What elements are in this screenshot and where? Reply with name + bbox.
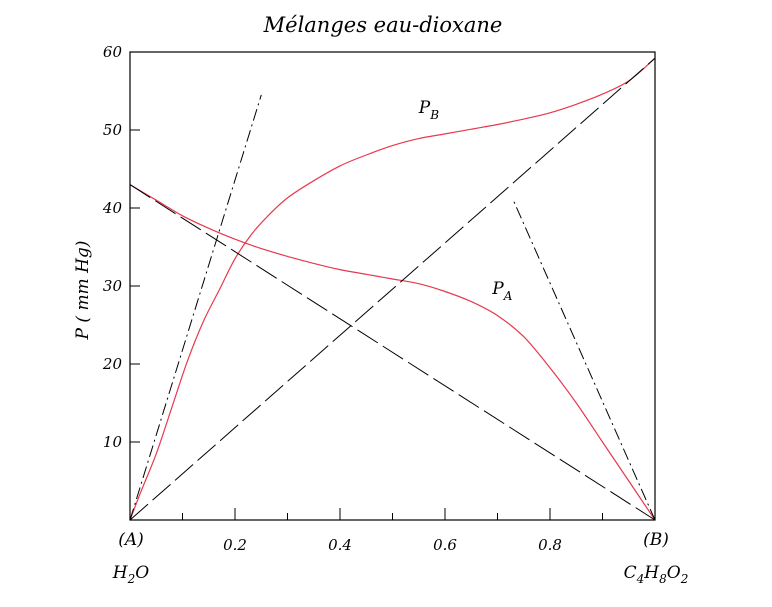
- y-tick-label: 60: [103, 43, 123, 61]
- series-line-1: [129, 57, 656, 521]
- series-line-6: [512, 199, 656, 521]
- y-tick-label: 40: [102, 199, 123, 217]
- endpoint-right-label: (B): [643, 530, 669, 550]
- series-layer: [129, 57, 656, 521]
- x-tick-label: 0.4: [328, 536, 352, 554]
- y-tick-label: 50: [103, 121, 123, 139]
- y-tick-label: 30: [103, 277, 123, 295]
- x-tick-label: 0.6: [433, 536, 457, 554]
- y-tick-label: 20: [102, 355, 123, 373]
- chart-title: Mélanges eau-dioxane: [263, 13, 503, 37]
- plot-frame: [129, 51, 656, 521]
- endpoint-left-formula: H2O: [112, 563, 149, 586]
- endpoint-left-label: (A): [118, 530, 144, 550]
- series-line-2: [129, 184, 656, 521]
- series-line-5: [129, 94, 262, 521]
- endpoint-right-formula: C4H8O2: [624, 563, 689, 586]
- y-tick-label: 10: [103, 433, 123, 451]
- series-labels-layer: PB PA: [418, 98, 513, 303]
- series-line-3: [129, 184, 656, 521]
- x-tick-label: 0.2: [223, 536, 247, 554]
- x-tick-label: 0.8: [538, 536, 562, 554]
- ticks-layer: 10 20 30 40 50 60 0.2 0.4 0.6 0.8: [102, 43, 603, 554]
- series-line-4: [129, 57, 656, 521]
- series-label-1: PB: [418, 98, 439, 122]
- series-label-2: PA: [491, 279, 512, 303]
- y-axis-label: P ( mm Hg): [73, 241, 93, 341]
